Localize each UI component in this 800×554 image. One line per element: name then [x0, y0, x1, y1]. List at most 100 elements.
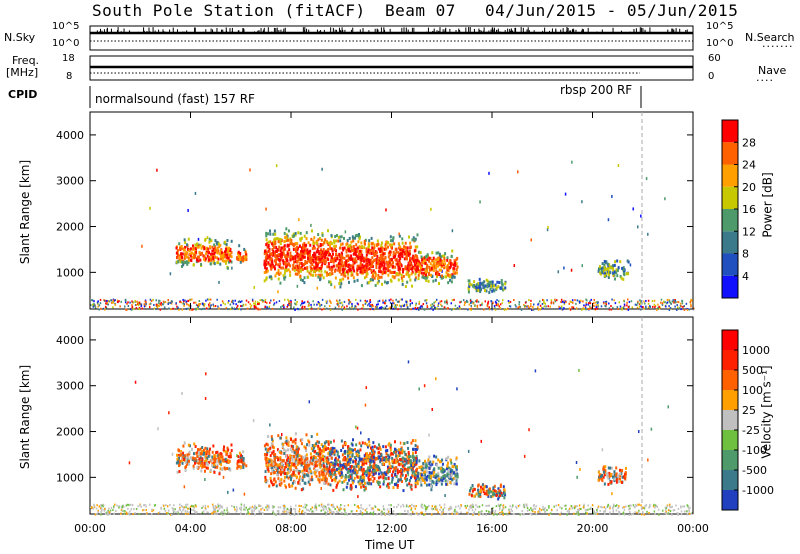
echo-cell [302, 487, 305, 491]
echo-cell [211, 463, 214, 467]
echo-cell [392, 237, 395, 241]
ground-scatter-cell [605, 305, 607, 308]
echo-cell [366, 281, 369, 285]
echo-cell [394, 254, 397, 258]
echo-cell [616, 274, 619, 278]
ground-scatter-cell [653, 510, 656, 513]
echo-cell [336, 453, 339, 457]
echo-cell [277, 237, 280, 241]
echo-cell [275, 271, 278, 275]
ground-scatter-cell [576, 299, 579, 302]
ground-scatter-cell [666, 301, 669, 304]
ground-scatter-cell [247, 511, 249, 514]
ground-scatter-cell [582, 307, 585, 310]
echo-cell [352, 239, 355, 243]
echo-cell [267, 434, 270, 438]
noise-cell [249, 168, 251, 172]
echo-cell [297, 480, 300, 484]
echo-cell [265, 463, 268, 467]
ground-scatter-cell [332, 510, 335, 513]
ground-scatter-cell [435, 507, 438, 510]
ground-scatter-cell [492, 302, 494, 305]
echo-cell [377, 279, 380, 283]
ground-scatter-cell [397, 300, 400, 303]
noise-cell [364, 403, 367, 407]
echo-cell [291, 450, 294, 454]
echo-cell [358, 237, 361, 241]
echo-cell [446, 258, 449, 262]
echo-cell [277, 253, 280, 257]
ground-scatter-cell [523, 303, 525, 306]
echo-cell [406, 280, 409, 284]
ground-scatter-cell [617, 308, 619, 311]
echo-cell [207, 462, 210, 466]
echo-cell [305, 457, 308, 461]
ground-scatter-cell [287, 298, 289, 301]
echo-cell [398, 271, 401, 275]
ground-scatter-cell [305, 508, 308, 511]
ground-scatter-cell [231, 301, 234, 304]
echo-cell [473, 280, 476, 284]
ground-scatter-cell [246, 307, 249, 310]
ground-scatter-cell [599, 509, 601, 512]
ground-scatter-cell [336, 303, 339, 306]
echo-cell [304, 262, 307, 266]
ground-scatter-cell [255, 307, 258, 310]
echo-cell [285, 454, 288, 458]
ground-scatter-cell [91, 299, 94, 302]
ground-scatter-cell [272, 509, 274, 512]
echo-cell [315, 474, 318, 478]
echo-cell [405, 265, 408, 269]
echo-cell [312, 239, 315, 243]
echo-cell [316, 469, 319, 473]
ground-scatter-cell [127, 305, 130, 308]
noise-cell [149, 206, 151, 210]
ground-scatter-cell [376, 513, 378, 516]
ground-scatter-cell [459, 507, 461, 510]
ground-scatter-cell [558, 305, 560, 308]
echo-cell [416, 233, 419, 237]
ground-scatter-cell [523, 305, 526, 308]
echo-cell [283, 239, 286, 243]
echo-cell [303, 266, 306, 270]
ground-scatter-cell [300, 505, 302, 508]
echo-cell [325, 479, 328, 483]
ground-scatter-cell [370, 507, 373, 510]
noise-cell [647, 458, 649, 462]
ground-scatter-cell [669, 301, 672, 304]
echo-cell [303, 281, 306, 285]
ground-scatter-cell [152, 298, 154, 301]
ground-scatter-cell [610, 305, 612, 308]
echo-cell [366, 261, 369, 265]
echo-cell [295, 453, 298, 457]
echo-cell [399, 248, 402, 252]
ground-scatter-cell [229, 308, 232, 311]
ground-scatter-cell [583, 503, 585, 506]
echo-cell [264, 470, 267, 474]
echo-cell [438, 254, 441, 258]
echo-cell [202, 448, 205, 452]
echo-cell [265, 269, 268, 273]
echo-cell [214, 248, 217, 252]
echo-cell [264, 447, 267, 451]
ground-scatter-cell [227, 301, 229, 304]
echo-cell [194, 249, 197, 253]
ground-scatter-cell [143, 305, 146, 308]
ground-scatter-cell [357, 505, 360, 508]
noise-cell [181, 391, 183, 395]
echo-cell [407, 273, 410, 277]
echo-cell [321, 243, 324, 247]
echo-cell [279, 237, 282, 241]
echo-cell [409, 261, 412, 265]
echo-cell [289, 458, 292, 462]
echo-cell [221, 458, 224, 462]
echo-cell [361, 256, 364, 260]
echo-cell [311, 444, 314, 448]
ground-scatter-cell [92, 305, 94, 308]
echo-cell [368, 258, 371, 262]
echo-cell [388, 261, 391, 265]
ground-scatter-cell [196, 511, 198, 514]
ground-scatter-cell [188, 304, 191, 307]
echo-cell [308, 271, 311, 275]
echo-cell [210, 458, 213, 462]
